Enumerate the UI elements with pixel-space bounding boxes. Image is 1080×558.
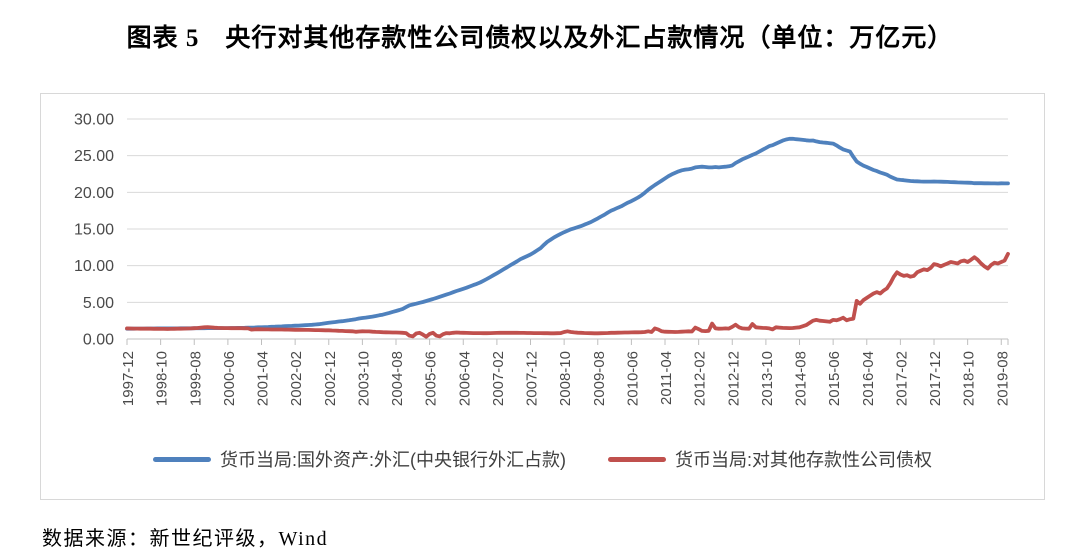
x-tick-label: 2005-06 bbox=[423, 351, 440, 406]
x-axis-labels: 1997-12 1998-10 1999-08 2000-06 2001-04 2002-… bbox=[120, 351, 1011, 406]
source-note: 数据来源：新世纪评级，Wind bbox=[42, 528, 329, 550]
plot-svg: 0.00 5.00 10.00 15.00 20.00 25.00 30.00 1997-12… bbox=[74, 112, 1011, 407]
y-tick-label: 5.00 bbox=[83, 295, 114, 312]
x-tick-label: 2002-12 bbox=[322, 351, 339, 406]
fx-line-swatch-icon bbox=[153, 456, 211, 462]
legend-label-claims: 货币当局:对其他存款性公司债权 bbox=[675, 450, 932, 470]
x-tick-label: 2015-06 bbox=[826, 351, 843, 406]
chart-legend: 货币当局:国外资产:外汇(中央银行外汇占款) 货币当局:对其他存款性公司债权 bbox=[41, 446, 1044, 472]
x-tick-label: 2019-08 bbox=[994, 351, 1011, 406]
x-tick-label: 1997-12 bbox=[120, 351, 137, 406]
x-axis-ticks bbox=[126, 339, 1009, 345]
x-tick-label: 2016-04 bbox=[860, 351, 877, 406]
claims-line-swatch-icon bbox=[608, 456, 666, 462]
x-tick-label: 2012-02 bbox=[692, 351, 709, 406]
x-tick-label: 2009-08 bbox=[591, 351, 608, 406]
x-tick-label: 2008-10 bbox=[557, 351, 574, 406]
legend-label-fx: 货币当局:国外资产:外汇(中央银行外汇占款) bbox=[220, 450, 566, 470]
legend-item-fx: 货币当局:国外资产:外汇(中央银行外汇占款) bbox=[153, 446, 566, 472]
x-tick-label: 2007-02 bbox=[490, 351, 507, 406]
x-tick-label: 2002-02 bbox=[288, 351, 305, 406]
x-tick-label: 1999-08 bbox=[187, 351, 204, 406]
x-tick-label: 2007-12 bbox=[524, 351, 541, 406]
gridlines bbox=[127, 118, 1008, 340]
x-tick-label: 2010-06 bbox=[624, 351, 641, 406]
y-tick-label: 30.00 bbox=[74, 112, 114, 129]
x-tick-label: 2000-06 bbox=[221, 351, 238, 406]
x-tick-label: 2013-10 bbox=[759, 351, 776, 406]
x-tick-label: 2012-12 bbox=[725, 351, 742, 406]
chart-frame: 0.00 5.00 10.00 15.00 20.00 25.00 30.00 1997-12… bbox=[40, 93, 1045, 500]
x-tick-label: 2004-08 bbox=[389, 351, 406, 406]
y-tick-label: 10.00 bbox=[74, 258, 114, 275]
x-tick-label: 2006-04 bbox=[456, 351, 473, 406]
series-claims-line bbox=[125, 251, 1010, 339]
y-tick-label: 15.00 bbox=[74, 222, 114, 239]
y-axis-labels: 0.00 5.00 10.00 15.00 20.00 25.00 30.00 bbox=[74, 112, 114, 349]
series-fx-line bbox=[125, 136, 1010, 331]
x-tick-label: 2001-04 bbox=[255, 351, 272, 406]
x-tick-label: 2014-08 bbox=[793, 351, 810, 406]
chart-title: 图表 5 央行对其他存款性公司债权以及外汇占款情况（单位：万亿元） bbox=[126, 25, 954, 52]
x-tick-label: 2003-10 bbox=[355, 351, 372, 406]
legend-item-claims: 货币当局:对其他存款性公司债权 bbox=[608, 446, 932, 472]
x-tick-label: 2017-02 bbox=[893, 351, 910, 406]
y-tick-label: 25.00 bbox=[74, 148, 114, 165]
x-tick-label: 2018-10 bbox=[961, 351, 978, 406]
y-tick-label: 20.00 bbox=[74, 185, 114, 202]
x-tick-label: 2017-12 bbox=[927, 351, 944, 406]
x-tick-label: 1998-10 bbox=[154, 351, 171, 406]
x-tick-label: 2011-04 bbox=[658, 351, 675, 405]
y-tick-label: 0.00 bbox=[83, 332, 114, 349]
